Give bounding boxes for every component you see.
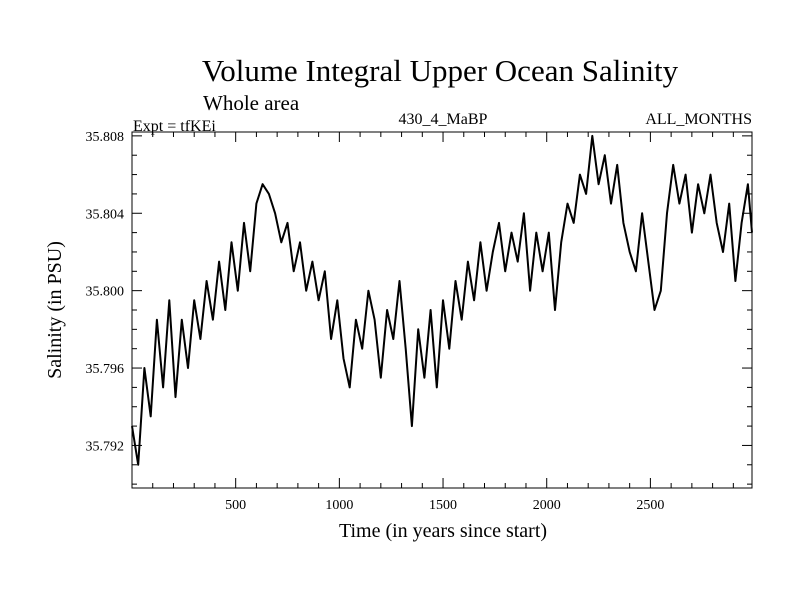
y-tick-label: 35.800 <box>86 285 125 300</box>
x-tick-label: 1500 <box>429 498 457 513</box>
x-tick-label: 2000 <box>533 498 561 513</box>
y-axis-label: Salinity (in PSU) <box>44 241 66 379</box>
run-label: 430_4_MaBP <box>399 111 488 128</box>
y-tick-label: 35.808 <box>86 130 125 145</box>
y-tick-label: 35.796 <box>86 362 125 377</box>
x-axis-label: Time (in years since start) <box>339 520 547 542</box>
y-tick-label: 35.792 <box>86 439 125 454</box>
axis-ticks <box>132 132 752 488</box>
chart-title: Volume Integral Upper Ocean Salinity <box>202 53 679 88</box>
tick-labels: 500 1000 1500 2000 2500 35.792 35.796 35.800 35.… <box>86 130 665 513</box>
x-tick-label: 1000 <box>325 498 353 513</box>
salinity-series-line <box>131 134 753 466</box>
chart-subtitle: Whole area <box>203 91 300 115</box>
experiment-label: Expt = tfKEi <box>133 118 216 135</box>
x-tick-label: 500 <box>225 498 246 513</box>
x-tick-label: 2500 <box>636 498 664 513</box>
months-label: ALL_MONTHS <box>645 111 752 128</box>
y-tick-label: 35.804 <box>86 207 125 222</box>
